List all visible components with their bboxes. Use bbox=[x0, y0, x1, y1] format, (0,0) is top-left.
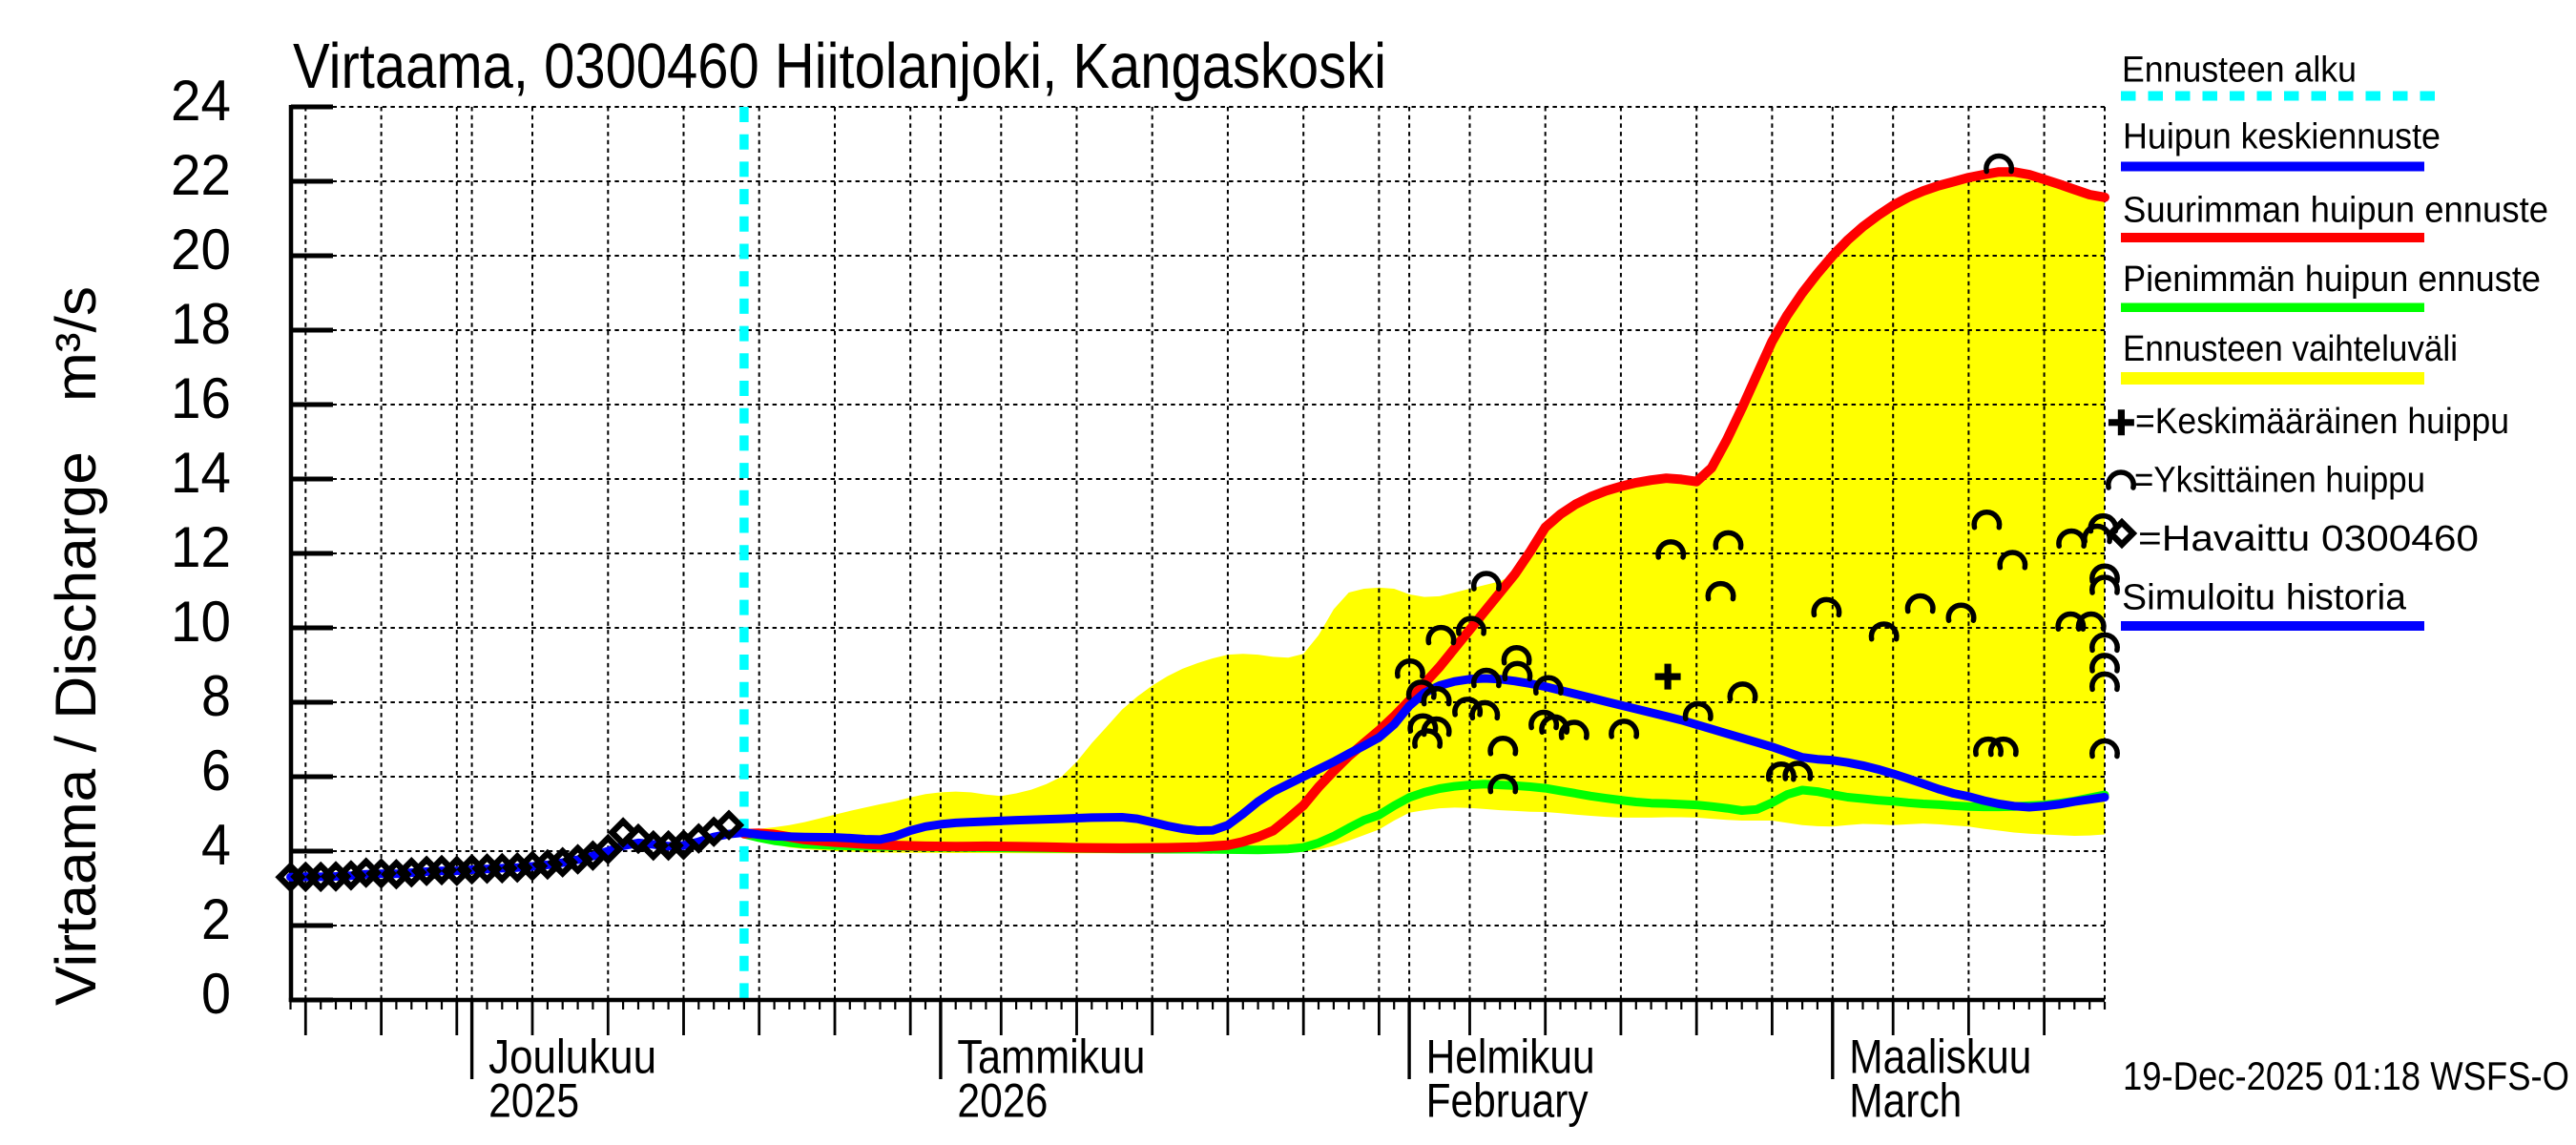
svg-text:Huipun keskiennuste: Huipun keskiennuste bbox=[2123, 117, 2441, 157]
svg-text:=Yksittäinen huippu: =Yksittäinen huippu bbox=[2134, 461, 2425, 501]
svg-text:6: 6 bbox=[201, 739, 231, 802]
svg-text:14: 14 bbox=[171, 441, 231, 505]
svg-text:4: 4 bbox=[201, 813, 231, 877]
svg-text:18: 18 bbox=[171, 292, 231, 356]
svg-text:0: 0 bbox=[201, 962, 231, 1026]
svg-text:24: 24 bbox=[171, 69, 231, 133]
svg-text:2026: 2026 bbox=[957, 1074, 1048, 1128]
svg-text:Helmikuu: Helmikuu bbox=[1426, 1030, 1595, 1084]
svg-text:2: 2 bbox=[201, 887, 231, 951]
svg-text:February: February bbox=[1426, 1074, 1589, 1128]
svg-text:19-Dec-2025 01:18 WSFS-O: 19-Dec-2025 01:18 WSFS-O bbox=[2123, 1053, 2569, 1098]
svg-text:10: 10 bbox=[171, 590, 231, 654]
svg-text:Virtaama / Discharge m³/s: Virtaama / Discharge m³/s bbox=[44, 286, 108, 1006]
svg-text:Joulukuu: Joulukuu bbox=[488, 1030, 656, 1084]
svg-text:Simuloitu historia: Simuloitu historia bbox=[2122, 577, 2407, 617]
svg-text:March: March bbox=[1849, 1074, 1962, 1128]
svg-text:Maaliskuu: Maaliskuu bbox=[1849, 1030, 2031, 1084]
svg-text:2025: 2025 bbox=[488, 1074, 579, 1128]
svg-text:Virtaama, 0300460 Hiitolanjoki: Virtaama, 0300460 Hiitolanjoki, Kangasko… bbox=[293, 31, 1386, 102]
svg-text:Ennusteen alku: Ennusteen alku bbox=[2122, 51, 2357, 91]
svg-text:=Havaittu 0300460: =Havaittu 0300460 bbox=[2138, 519, 2479, 559]
svg-text:Suurimman huipun ennuste: Suurimman huipun ennuste bbox=[2123, 190, 2548, 230]
svg-text:Tammikuu: Tammikuu bbox=[957, 1030, 1145, 1084]
svg-text:8: 8 bbox=[201, 664, 231, 728]
svg-text:Pienimmän huipun ennuste: Pienimmän huipun ennuste bbox=[2123, 260, 2541, 300]
svg-text:Ennusteen vaihteluväli: Ennusteen vaihteluväli bbox=[2123, 329, 2458, 369]
svg-text:16: 16 bbox=[171, 366, 231, 430]
svg-text:20: 20 bbox=[171, 218, 231, 281]
svg-text:12: 12 bbox=[171, 515, 231, 579]
svg-text:22: 22 bbox=[171, 143, 231, 207]
svg-text:=Keskimääräinen huippu: =Keskimääräinen huippu bbox=[2135, 402, 2509, 442]
